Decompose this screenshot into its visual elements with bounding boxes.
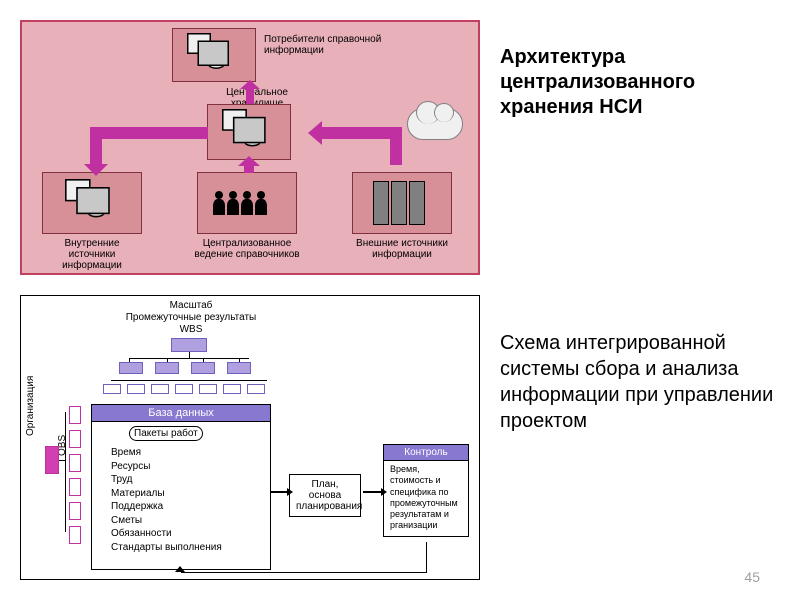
arrow-plan-control [363,491,381,493]
arrow-left [90,127,208,139]
wbs-root [171,338,207,352]
node-central-store [207,104,291,160]
scheme-diagram: Масштаб Промежуточные результаты WBS Орг… [20,295,480,580]
arrow-top [246,88,254,104]
wbs-l3-5 [199,384,217,394]
node-consumers [172,28,256,82]
wbs-l3-7 [247,384,265,394]
label-org: Организация [25,376,36,436]
title-scheme: Схема интегрированной системы сбора и ан… [500,330,780,434]
wbs-l3-3 [151,384,169,394]
page-number: 45 [744,569,760,585]
label-central-mgmt: Централизованное ведение справочников [192,238,302,260]
item-4: Поддержка [111,500,222,514]
item-7: Стандарты выполнения [111,541,222,555]
label-scale: Масштаб [151,300,231,311]
obs-6 [69,526,81,544]
obs-1 [69,406,81,424]
wbs-l3-1 [103,384,121,394]
db-packets: Пакеты работ [129,426,203,441]
node-central-mgmt [197,172,297,234]
title-architecture: Архитектура централизованного хранения Н… [500,45,780,120]
node-internal [42,172,142,234]
label-internal: Внутренние источники информации [42,238,142,271]
obs-5 [69,502,81,520]
feedback-line [181,572,427,573]
item-6: Обязанности [111,527,222,541]
label-interim: Промежуточные результаты [111,312,271,323]
obs-3 [69,454,81,472]
wbs-l2-1 [119,362,143,374]
data-items-list: Время Ресурсы Труд Материалы Поддержка С… [111,446,222,554]
node-external [352,172,452,234]
cloud-icon [407,108,463,140]
obs-root [45,446,59,474]
db-header: База данных [91,404,271,422]
wbs-l3-2 [127,384,145,394]
arrow-db-plan [271,491,287,493]
plan-box: План, основа планирования [289,474,361,517]
item-0: Время [111,446,222,460]
obs-4 [69,478,81,496]
item-3: Материалы [111,487,222,501]
wbs-l2-3 [191,362,215,374]
label-external: Внешние источники информации [352,238,452,260]
architecture-diagram: Потребители справочной информации Центра… [20,20,480,275]
obs-2 [69,430,81,448]
wbs-l3-6 [223,384,241,394]
wbs-l2-2 [155,362,179,374]
wbs-l2-4 [227,362,251,374]
item-1: Ресурсы [111,460,222,474]
wbs-l3-4 [175,384,193,394]
label-wbs: WBS [171,324,211,335]
label-consumers: Потребители справочной информации [264,34,384,56]
control-box: Контроль Время, стоимость и специфика по… [383,444,469,537]
item-2: Труд [111,473,222,487]
item-5: Сметы [111,514,222,528]
